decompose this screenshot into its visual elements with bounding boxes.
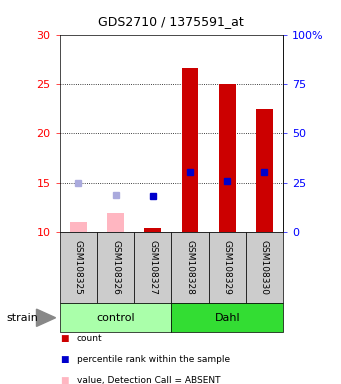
Bar: [219, 84, 236, 232]
Text: percentile rank within the sample: percentile rank within the sample: [77, 355, 230, 364]
Bar: [171, 303, 283, 332]
Text: ■: ■: [60, 376, 68, 384]
Bar: [171, 232, 209, 303]
Text: GSM108327: GSM108327: [148, 240, 157, 295]
Text: strain: strain: [7, 313, 39, 323]
Text: ■: ■: [60, 334, 68, 343]
Text: count: count: [77, 334, 102, 343]
Bar: [256, 109, 273, 232]
Text: control: control: [96, 313, 135, 323]
Text: GSM108328: GSM108328: [186, 240, 194, 295]
Bar: [70, 222, 87, 232]
Bar: [97, 232, 134, 303]
Polygon shape: [36, 309, 56, 326]
Text: GSM108325: GSM108325: [74, 240, 83, 295]
Bar: [144, 228, 161, 232]
Bar: [107, 213, 124, 232]
Text: GSM108326: GSM108326: [111, 240, 120, 295]
Bar: [209, 232, 246, 303]
Text: ■: ■: [60, 355, 68, 364]
Text: Dahl: Dahl: [214, 313, 240, 323]
Text: GSM108329: GSM108329: [223, 240, 232, 295]
Text: GSM108330: GSM108330: [260, 240, 269, 295]
Bar: [246, 232, 283, 303]
Text: GDS2710 / 1375591_at: GDS2710 / 1375591_at: [98, 15, 243, 28]
Bar: [134, 232, 171, 303]
Bar: [182, 68, 198, 232]
Bar: [60, 303, 172, 332]
Bar: [60, 232, 97, 303]
Text: value, Detection Call = ABSENT: value, Detection Call = ABSENT: [77, 376, 220, 384]
